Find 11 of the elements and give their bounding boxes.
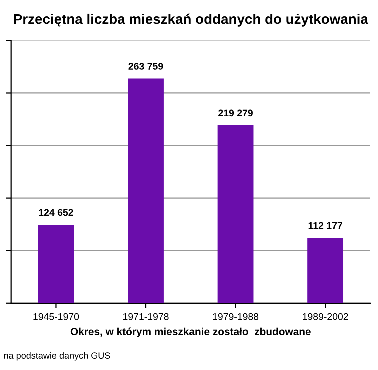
data-label: 219 279 [218,110,253,117]
x-tick-label: 1945-1970 [34,313,80,320]
text: na podstawie danych GUS [4,352,110,361]
data-label: 124 652 [39,209,74,216]
chart-title: Przeciętna liczba mieszkań oddanych do użytkowania [14,14,369,27]
data-label: 263 759 [128,63,164,70]
x-tick-label: 1971-1978 [124,313,169,320]
data-label: 112 177 [308,222,342,230]
x-tick-label: 1989-2002 [303,313,348,320]
x-axis-title: Okres, w którym mieszkanie zostało zbudowane [70,328,311,338]
x-tick-label: 1979-1988 [213,313,259,320]
